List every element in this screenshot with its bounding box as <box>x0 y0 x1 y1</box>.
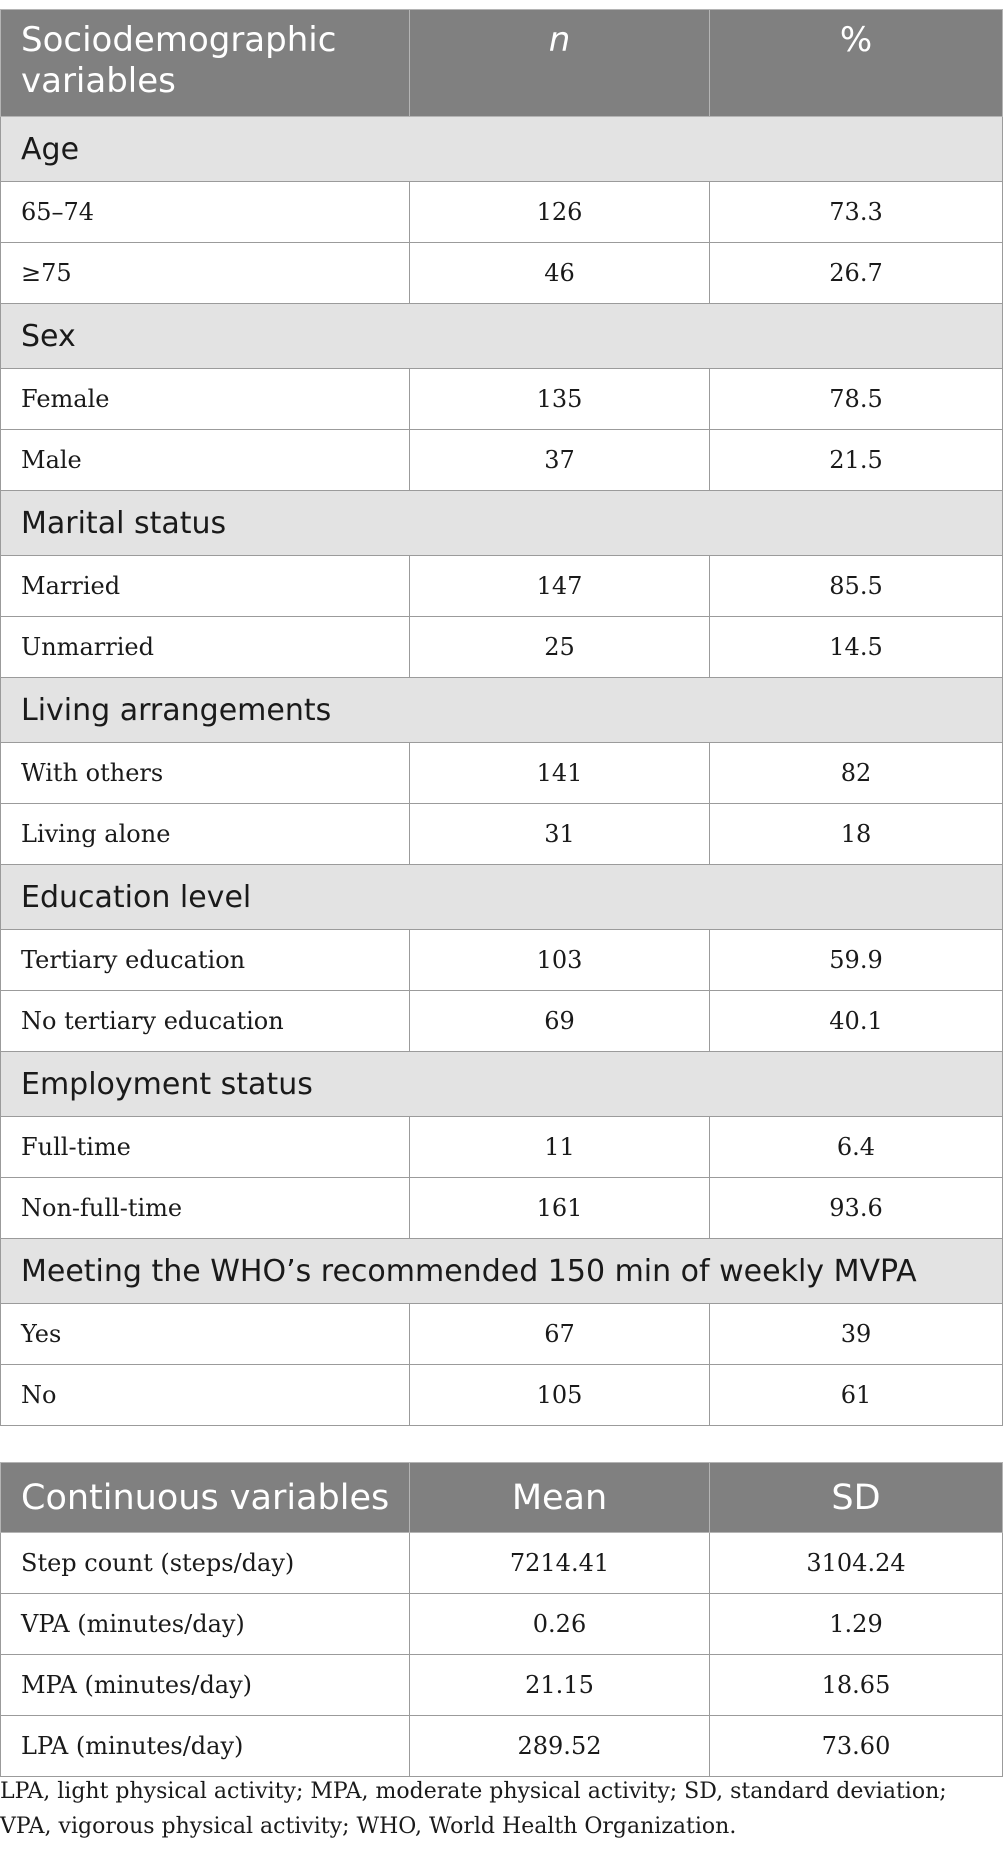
table-row: 65–74 126 73.3 <box>0 181 1003 243</box>
row-label: VPA (minutes/day) <box>0 1593 410 1655</box>
row-label: 65–74 <box>0 181 410 243</box>
percent-cell: 14.5 <box>709 616 1003 678</box>
table-row: ≥75 46 26.7 <box>0 242 1003 304</box>
percent-cell: 40.1 <box>709 990 1003 1052</box>
group-title: Sex <box>0 303 1003 369</box>
percent-cell: 21.5 <box>709 429 1003 491</box>
row-label: Non-full-time <box>0 1177 410 1239</box>
row-label: No tertiary education <box>0 990 410 1052</box>
column-header-variables: Sociodemographic variables <box>0 9 410 117</box>
table-row: LPA (minutes/day) 289.52 73.60 <box>0 1715 1003 1777</box>
group-title: Meeting the WHO’s recommended 150 min of… <box>0 1238 1003 1304</box>
table-row: Yes 67 39 <box>0 1303 1003 1365</box>
column-header-mean: Mean <box>409 1462 710 1533</box>
column-header-sd: SD <box>709 1462 1003 1533</box>
percent-cell: 82 <box>709 742 1003 804</box>
table-row: Living alone 31 18 <box>0 803 1003 865</box>
n-cell: 135 <box>409 368 710 430</box>
n-cell: 126 <box>409 181 710 243</box>
table-row: Unmarried 25 14.5 <box>0 616 1003 678</box>
table-row: Female 135 78.5 <box>0 368 1003 430</box>
row-label: ≥75 <box>0 242 410 304</box>
group-header-row: Meeting the WHO’s recommended 150 min of… <box>0 1238 1003 1304</box>
table-row: Non-full-time 161 93.6 <box>0 1177 1003 1239</box>
table-row: Male 37 21.5 <box>0 429 1003 491</box>
group-header-row: Sex <box>0 303 1003 369</box>
n-cell: 25 <box>409 616 710 678</box>
percent-cell: 26.7 <box>709 242 1003 304</box>
sd-cell: 73.60 <box>709 1715 1003 1777</box>
group-title: Employment status <box>0 1051 1003 1117</box>
table-row: No 105 61 <box>0 1364 1003 1426</box>
table-row: VPA (minutes/day) 0.26 1.29 <box>0 1593 1003 1655</box>
group-header-row: Employment status <box>0 1051 1003 1117</box>
row-label: Married <box>0 555 410 617</box>
sd-cell: 3104.24 <box>709 1532 1003 1594</box>
n-cell: 37 <box>409 429 710 491</box>
group-title: Living arrangements <box>0 677 1003 743</box>
n-cell: 161 <box>409 1177 710 1239</box>
table-row: MPA (minutes/day) 21.15 18.65 <box>0 1654 1003 1716</box>
continuous-variables-table-body: Step count (steps/day) 7214.41 3104.24 VPA … <box>0 1532 1003 1777</box>
row-label: Yes <box>0 1303 410 1365</box>
table-footnote: LPA, light physical activity; MPA, moder… <box>0 1779 947 1839</box>
table-header-row: Sociodemographic variables n % <box>0 9 1003 117</box>
group-title: Age <box>0 116 1003 182</box>
n-cell: 69 <box>409 990 710 1052</box>
group-title: Education level <box>0 864 1003 930</box>
row-label: Living alone <box>0 803 410 865</box>
sd-cell: 1.29 <box>709 1593 1003 1655</box>
table-header-row: Continuous variables Mean SD <box>0 1462 1003 1533</box>
mean-cell: 289.52 <box>409 1715 710 1777</box>
column-header-continuous-variables: Continuous variables <box>0 1462 410 1533</box>
percent-cell: 85.5 <box>709 555 1003 617</box>
n-cell: 103 <box>409 929 710 991</box>
n-cell: 141 <box>409 742 710 804</box>
table-row: No tertiary education 69 40.1 <box>0 990 1003 1052</box>
row-label: Step count (steps/day) <box>0 1532 410 1594</box>
group-header-row: Living arrangements <box>0 677 1003 743</box>
percent-cell: 93.6 <box>709 1177 1003 1239</box>
row-label: Female <box>0 368 410 430</box>
mean-cell: 21.15 <box>409 1654 710 1716</box>
percent-cell: 18 <box>709 803 1003 865</box>
n-cell: 11 <box>409 1116 710 1178</box>
row-label: Full-time <box>0 1116 410 1178</box>
mean-cell: 7214.41 <box>409 1532 710 1594</box>
table-row: Step count (steps/day) 7214.41 3104.24 <box>0 1532 1003 1594</box>
n-cell: 105 <box>409 1364 710 1426</box>
group-header-row: Education level <box>0 864 1003 930</box>
percent-cell: 73.3 <box>709 181 1003 243</box>
n-cell: 67 <box>409 1303 710 1365</box>
table-row: Full-time 11 6.4 <box>0 1116 1003 1178</box>
sociodemographic-table: Sociodemographic variables n % Age 65–74 1… <box>0 9 1003 1426</box>
n-cell: 147 <box>409 555 710 617</box>
percent-cell: 6.4 <box>709 1116 1003 1178</box>
percent-cell: 39 <box>709 1303 1003 1365</box>
table-row: With others 141 82 <box>0 742 1003 804</box>
continuous-variables-table: Continuous variables Mean SD Step count … <box>0 1462 1003 1777</box>
group-header-row: Age <box>0 116 1003 182</box>
group-header-row: Marital status <box>0 490 1003 556</box>
mean-cell: 0.26 <box>409 1593 710 1655</box>
row-label: Tertiary education <box>0 929 410 991</box>
sd-cell: 18.65 <box>709 1654 1003 1716</box>
table-row: Tertiary education 103 59.9 <box>0 929 1003 991</box>
row-label: Male <box>0 429 410 491</box>
percent-cell: 61 <box>709 1364 1003 1426</box>
percent-cell: 59.9 <box>709 929 1003 991</box>
n-cell: 46 <box>409 242 710 304</box>
table-row: Married 147 85.5 <box>0 555 1003 617</box>
sociodemographic-table-body: Age 65–74 126 73.3 ≥75 46 26.7 Sex Female 135 78.5… <box>0 116 1003 1426</box>
group-title: Marital status <box>0 490 1003 556</box>
percent-cell: 78.5 <box>709 368 1003 430</box>
column-header-percent: % <box>709 9 1003 117</box>
row-label: No <box>0 1364 410 1426</box>
column-header-n: n <box>409 9 710 117</box>
row-label: With others <box>0 742 410 804</box>
n-cell: 31 <box>409 803 710 865</box>
row-label: LPA (minutes/day) <box>0 1715 410 1777</box>
row-label: MPA (minutes/day) <box>0 1654 410 1716</box>
row-label: Unmarried <box>0 616 410 678</box>
